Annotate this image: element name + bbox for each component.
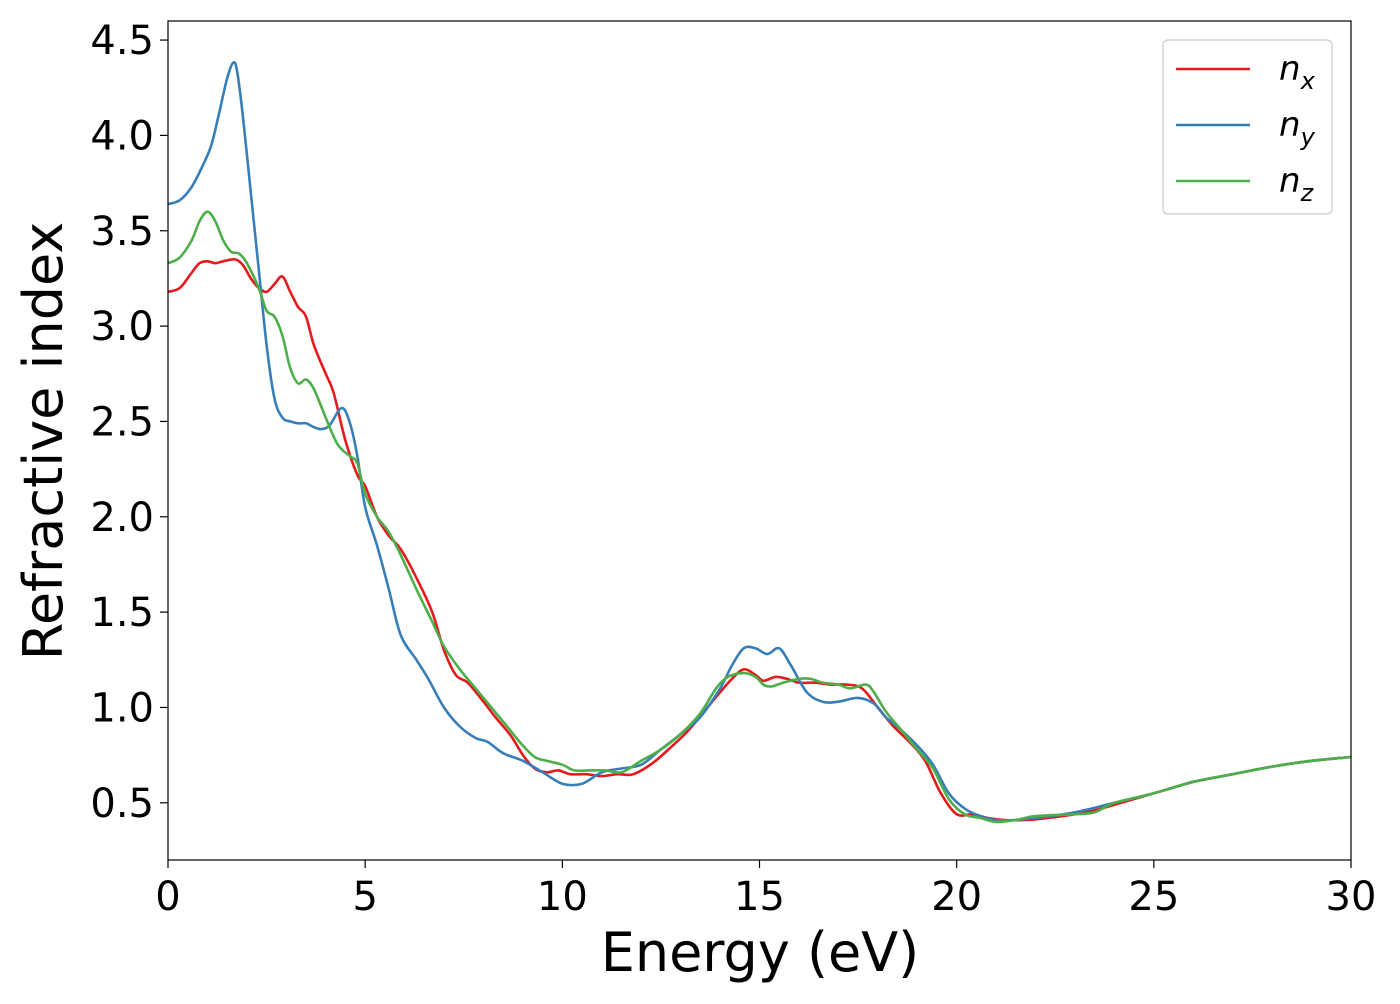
y-tick-label: 1.5 — [90, 590, 154, 636]
x-tick-label: 0 — [155, 874, 180, 920]
y-tick-label: 4.0 — [90, 113, 154, 159]
x-tick-label: 20 — [931, 874, 982, 920]
x-tick-label: 25 — [1128, 874, 1179, 920]
x-axis-ticks: 0 5 10 15 20 25 30 — [155, 860, 1376, 920]
y-tick-label: 2.5 — [90, 399, 154, 445]
x-axis-label: Energy (eV) — [601, 921, 920, 984]
x-tick-label: 5 — [352, 874, 377, 920]
legend-label-z: nz — [1279, 161, 1315, 207]
legend-label-x: nx — [1279, 49, 1316, 95]
y-tick-label: 3.0 — [90, 304, 154, 350]
y-tick-label: 0.5 — [90, 781, 154, 827]
series-line-z — [168, 210, 1351, 824]
x-tick-label: 10 — [537, 874, 588, 920]
y-axis-label: Refractive index — [12, 222, 75, 661]
y-tick-label: 4.5 — [90, 18, 154, 64]
legend-box — [1162, 39, 1333, 215]
y-tick-label: 3.5 — [90, 209, 154, 255]
series-line-y — [168, 61, 1351, 822]
x-tick-label: 15 — [734, 874, 785, 920]
legend-label-y: ny — [1279, 105, 1316, 151]
x-tick-label: 30 — [1326, 874, 1377, 920]
y-tick-label: 1.0 — [90, 685, 154, 731]
legend: nx ny nz — [1162, 39, 1333, 215]
series-layer — [168, 61, 1351, 824]
y-tick-label: 2.0 — [90, 495, 154, 541]
y-axis-ticks: 0.5 1.0 1.5 2.0 2.5 3.0 3.5 4.0 4.5 — [90, 18, 168, 827]
